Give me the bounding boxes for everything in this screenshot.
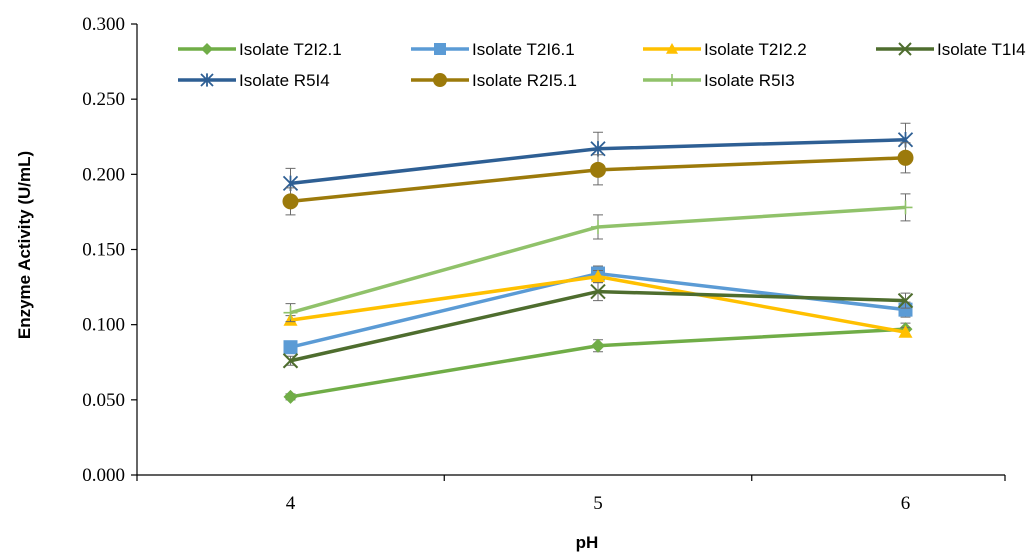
square-marker [898,302,913,317]
data-point[interactable] [282,353,299,369]
x-tick-label: 5 [593,493,603,514]
series-3[interactable] [282,282,914,369]
legend-label: Isolate R2I5.1 [472,71,577,90]
legend[interactable]: Isolate T2I2.1 Isolate T2I6.1 Isolate T2I2… [178,40,1026,90]
diamond-marker [283,389,298,404]
plus-marker [898,200,913,215]
series-5[interactable] [282,142,914,216]
data-point[interactable] [283,305,298,320]
circle-marker [897,149,914,166]
triangle-marker [591,269,605,283]
diamond-marker [591,338,605,353]
plus-marker [666,74,678,86]
plus-marker [283,305,298,320]
y-tick-label: 0.050 [82,390,125,411]
x-tick-label: 4 [286,493,296,514]
legend-label: Isolate T2I6.1 [472,40,575,59]
y-axis-title: Enzyme Activity (U/mL) [15,151,34,339]
data-point[interactable] [898,200,913,215]
circle-marker [282,193,299,210]
legend-item[interactable]: Isolate T1I4 [876,40,1026,59]
diamond-marker [201,43,213,55]
plus-marker [591,219,605,234]
data-point[interactable] [898,325,913,338]
series-layer [282,122,914,404]
data-point[interactable] [283,389,298,404]
x-tick-label: 6 [901,493,911,514]
data-point[interactable] [898,302,913,317]
x-marker [590,283,606,300]
y-tick-label: 0.300 [82,14,125,35]
triangle-marker [666,43,678,54]
data-point[interactable] [591,219,605,234]
square-marker [283,340,298,355]
data-point[interactable] [590,141,606,157]
data-point[interactable] [282,193,299,210]
x-axis-title: pH [576,533,599,552]
data-point[interactable] [897,292,914,309]
data-point[interactable] [897,149,914,166]
x-marker [897,292,914,309]
legend-label: Isolate T2I2.2 [704,40,807,59]
data-point[interactable] [283,340,298,355]
legend-item[interactable]: Isolate T2I6.1 [411,40,575,59]
x-marker [282,353,299,369]
legend-label: Isolate R5I4 [239,71,330,90]
square-marker [434,43,446,55]
y-tick-label: 0.250 [82,89,125,110]
circle-marker [590,161,606,178]
y-tick-label: 0.150 [82,240,125,261]
legend-item[interactable]: Isolate R5I4 [178,71,330,90]
asterisk-marker [590,141,606,157]
y-tick-label: 0.000 [82,465,125,486]
data-point[interactable] [590,283,606,300]
legend-item[interactable]: Isolate R2I5.1 [411,71,577,90]
circle-marker [433,73,447,87]
legend-label: Isolate T1I4 [937,40,1026,59]
legend-item[interactable]: Isolate T2I2.2 [643,40,807,59]
y-tick-label: 0.200 [82,164,125,185]
y-tick-label: 0.100 [82,315,125,336]
x-axis: 4 5 6 [136,474,1006,514]
legend-item[interactable]: Isolate R5I3 [643,71,795,90]
series-0[interactable] [283,322,913,404]
data-point[interactable] [590,161,606,178]
legend-label: Isolate T2I2.1 [239,40,342,59]
x-marker [898,42,912,56]
data-point[interactable] [591,269,605,283]
data-point[interactable] [591,338,605,353]
legend-item[interactable]: Isolate T2I2.1 [178,40,342,59]
series-6[interactable] [283,193,913,323]
asterisk-marker [200,73,214,87]
legend-label: Isolate R5I3 [704,71,795,90]
triangle-marker [898,325,913,338]
y-axis: 0.000 0.050 0.100 0.150 0.200 0.250 0.300 [82,14,138,486]
